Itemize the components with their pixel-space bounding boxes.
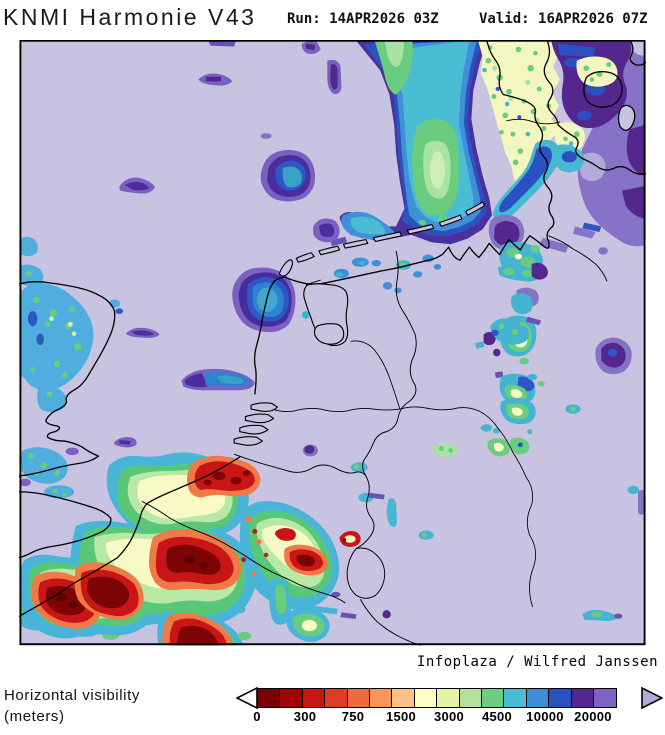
colorbar-cell [525, 688, 550, 708]
fyn-island [583, 70, 623, 108]
colorbar-cells [257, 688, 618, 708]
colorbar-right-arrow [641, 687, 663, 709]
colorbar-cell [324, 688, 349, 708]
border-fr-de [359, 598, 421, 646]
colorbar-tick: 3000 [433, 709, 465, 724]
zeeland-island [233, 436, 263, 446]
islands-and-lakes [233, 201, 486, 446]
north-sea-fog-band [330, 40, 493, 247]
colorbar-cell [593, 688, 618, 708]
border-fr-be [141, 500, 346, 604]
valid-time: Valid: 16APR2026 07Z [479, 11, 648, 27]
nw-germany-patch [490, 316, 545, 387]
holland-dune-coast [253, 276, 286, 395]
colorbar-cell [346, 688, 371, 708]
texel-island [278, 259, 294, 277]
run-label: Run: [287, 11, 321, 27]
border-be-de [356, 475, 375, 549]
valid-value: 16APR2026 07Z [538, 11, 648, 27]
wadden-island [342, 239, 369, 249]
weather-map: Infoplaza / Wilfred Janssen [0, 39, 665, 683]
colorbar-tick: 750 [341, 709, 365, 724]
zeeland-island [250, 402, 278, 412]
wadden-island [438, 214, 463, 227]
colorbar-cell [503, 688, 528, 708]
wadden-island [372, 231, 403, 243]
colorbar-tick: 10000 [526, 709, 564, 724]
page-title: KNMI Harmonie V43 [3, 4, 257, 30]
map-frame [19, 39, 646, 646]
colorbar-cell [391, 688, 416, 708]
colorbar-cell [458, 688, 483, 708]
valid-label: Valid: [479, 11, 530, 27]
wadden-island [295, 252, 315, 263]
den-helder-fog-blob [232, 267, 296, 333]
langeland-island [617, 104, 636, 132]
colorbar-tick-labels: 0 300 750 1500 3000 4500 10000 20000 [253, 709, 641, 725]
run-time: Run: 14APR2026 03Z [287, 11, 439, 27]
ijssel-river [350, 340, 401, 410]
continental-coast-south [18, 456, 241, 617]
colorbar-tick: 20000 [574, 709, 612, 724]
wadden-mainland-coast [284, 39, 555, 285]
header: KNMI Harmonie V43 Run: 14APR2026 03Z Val… [0, 0, 665, 40]
country-borders [141, 118, 560, 646]
colorbar-tick: 300 [293, 709, 317, 724]
colorbar-cell [279, 688, 304, 708]
colorbar-cell [436, 688, 461, 708]
germany-misc-patches [382, 337, 646, 622]
afsluitdijk [305, 279, 321, 286]
north-sea-purple-patches [113, 40, 342, 448]
wadden-island [465, 201, 486, 216]
zeeland-island [244, 413, 275, 424]
elbe-river [548, 235, 608, 282]
legend-footer: Horizontal visibility (meters) 0 300 750 150… [0, 683, 665, 735]
border-luxembourg [346, 547, 386, 599]
colorbar-tick: 1500 [385, 709, 417, 724]
baltic-corner-island [628, 39, 647, 66]
rhine-river [260, 406, 537, 608]
colorbar-tick: 4500 [481, 709, 513, 724]
flevoland-polder [313, 323, 345, 345]
wadden-island [318, 245, 341, 256]
schleswig-blue-band [492, 139, 602, 253]
map-canvas [18, 39, 647, 646]
colorbar-cell [301, 688, 326, 708]
zeeland-island [239, 424, 269, 435]
border-nl-de [362, 250, 417, 477]
border-dk-de [506, 118, 560, 125]
england-east-coast [18, 281, 116, 477]
colorbar-left-arrow [236, 687, 258, 709]
colorbar-cell [257, 688, 281, 708]
colorbar-tick: 0 [253, 709, 261, 724]
colorbar-cell [548, 688, 573, 708]
colorbar-cell [570, 688, 595, 708]
jutland-east-coast [543, 39, 647, 175]
belgium-fog-complex [19, 444, 434, 646]
england-kent-coast [18, 491, 112, 559]
colorbar-cell [481, 688, 506, 708]
wadden-island [406, 223, 435, 235]
border-nl-be [233, 453, 367, 477]
run-value: 14APR2026 03Z [329, 11, 439, 27]
colorbar-cell [413, 688, 438, 708]
coastlines [18, 39, 647, 617]
german-bight-cluster [488, 214, 622, 282]
ijsselmeer-fog-patch [181, 368, 255, 391]
visibility-shading [19, 40, 646, 646]
legend-title: Horizontal visibility (meters) [4, 687, 140, 725]
colorbar-cell [369, 688, 394, 708]
